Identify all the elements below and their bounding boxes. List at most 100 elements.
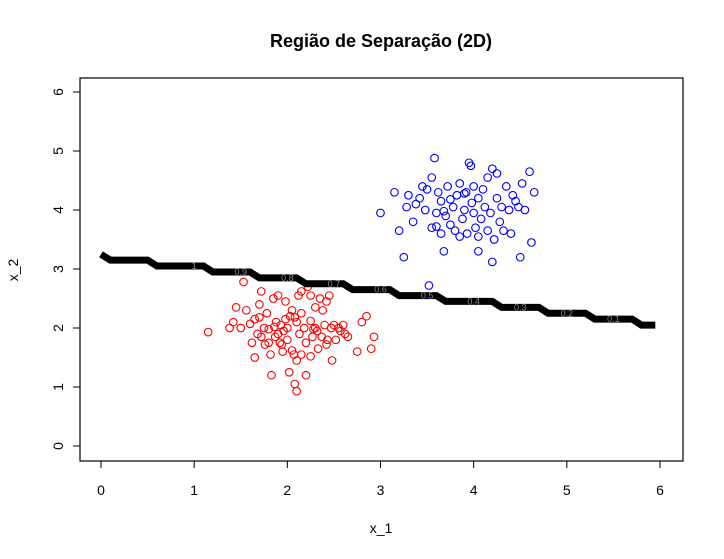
blue-point [432, 208, 441, 218]
blue-point [427, 223, 437, 233]
red-point [267, 370, 276, 380]
red-point [292, 356, 302, 365]
red-point [306, 316, 315, 326]
blue-point [439, 206, 449, 216]
contour-label: 0.8 [281, 273, 294, 283]
blue-point [486, 208, 495, 218]
y-axis: 0 1 2 3 4 5 6 [50, 88, 80, 450]
y-tick-label: 5 [50, 147, 66, 155]
red-point [318, 305, 328, 315]
blue-point [402, 202, 411, 212]
red-point [255, 300, 264, 309]
red-point [301, 338, 311, 348]
blue-point [460, 205, 469, 215]
blue-point [483, 173, 492, 182]
contour-label: 0.6 [374, 285, 387, 295]
y-tick-label: 4 [50, 206, 66, 214]
red-point [324, 291, 334, 300]
x-tick-label: 1 [190, 482, 198, 498]
x-tick-label: 0 [97, 482, 105, 498]
red-point [285, 311, 295, 321]
blue-point [489, 235, 499, 244]
red-point [343, 332, 353, 342]
chart-title: Região de Separação (2D) [270, 31, 492, 51]
contour-label: 0.9 [234, 267, 247, 277]
red-point [369, 332, 379, 342]
blue-point [455, 179, 465, 188]
y-axis-label: x_2 [5, 259, 21, 282]
red-point [256, 287, 266, 296]
blue-point [492, 193, 502, 203]
red-point [362, 311, 371, 321]
blue-point [432, 222, 441, 231]
red-point [269, 294, 278, 303]
red-point [264, 324, 274, 334]
blue-point [467, 198, 477, 208]
red-point [273, 291, 283, 300]
x-tick-label: 3 [377, 482, 385, 498]
red-point [323, 335, 332, 345]
blue-point [473, 232, 483, 241]
red-point [282, 323, 292, 333]
blue-point [469, 208, 479, 218]
x-tick-label: 6 [656, 482, 664, 498]
decision-boundary-line [99, 251, 656, 329]
red-point [256, 332, 266, 342]
red-point [245, 319, 255, 329]
red-point [309, 324, 318, 334]
blue-point [450, 226, 460, 235]
blue-point [441, 211, 451, 221]
x-axis: 0 1 2 3 4 5 6 [97, 461, 664, 498]
red-point [292, 317, 302, 327]
red-point [271, 317, 281, 327]
contour-label: 0.4 [467, 296, 480, 306]
red-point [357, 317, 367, 327]
blue-point [515, 252, 525, 262]
blue-point [433, 187, 443, 197]
blue-point [430, 153, 439, 163]
red-point [295, 329, 304, 339]
y-tick-label: 1 [50, 383, 66, 391]
blue-point [517, 179, 527, 188]
red-point [270, 332, 280, 342]
contour-label: 0.2 [561, 308, 574, 318]
red-point [331, 335, 341, 345]
blue-point [422, 185, 432, 194]
red-point [262, 308, 272, 318]
blue-point [390, 187, 399, 197]
blue-point [480, 202, 490, 212]
blue-point [399, 252, 409, 262]
blue-point [376, 208, 385, 218]
blue-point [527, 238, 536, 247]
blue-point [487, 257, 497, 267]
red-point [296, 308, 306, 318]
blue-point [458, 214, 467, 224]
red-point [281, 314, 290, 324]
x-axis-label: x_1 [370, 520, 393, 536]
blue-point [476, 214, 486, 224]
blue-point [497, 202, 506, 212]
red-point [255, 313, 264, 322]
blue-point [495, 217, 505, 227]
red-point [352, 347, 362, 356]
red-point [306, 351, 315, 361]
red-point [296, 350, 306, 359]
red-point [236, 323, 246, 333]
blue-point [424, 281, 434, 290]
boundary-contour-labels: 1 0.9 0.8 0.7 0.6 0.5 0.4 0.3 0.2 0.1 [192, 261, 620, 324]
red-point [290, 379, 300, 389]
y-tick-label: 0 [50, 442, 66, 450]
blue-point [436, 229, 446, 238]
blue-point [439, 246, 449, 256]
blue-point [404, 190, 413, 200]
x-tick-label: 4 [470, 482, 478, 498]
red-point [281, 297, 290, 306]
x-tick-label: 2 [283, 482, 291, 498]
red-point [231, 303, 241, 312]
red-point [299, 323, 309, 333]
red-point [250, 314, 260, 324]
contour-label: 0.7 [328, 279, 341, 289]
blue-point [499, 226, 508, 235]
red-point [327, 356, 337, 365]
